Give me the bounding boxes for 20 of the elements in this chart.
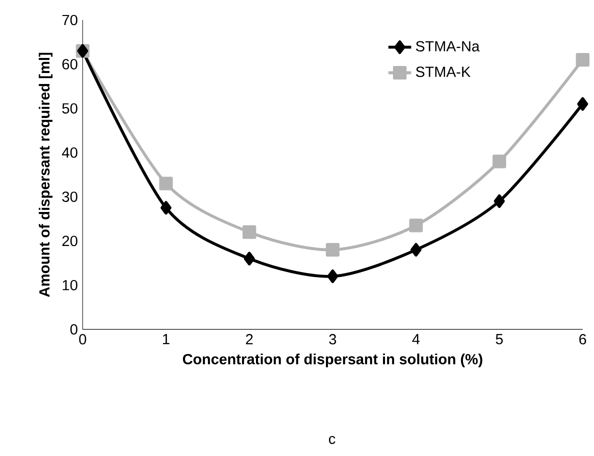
x-tick-label: 6	[579, 334, 586, 344]
x-tick-label: 2	[246, 334, 253, 344]
legend-label: STMA-Na	[416, 41, 480, 52]
y-axis-title: Amount of dispersant required [ml]	[38, 52, 52, 297]
y-tick-label: 10	[62, 280, 78, 290]
y-tick-label: 0	[70, 324, 78, 335]
x-tick-label: 5	[496, 334, 503, 344]
y-tick-label: 20	[62, 236, 78, 246]
y-tick-label: 50	[62, 103, 78, 114]
y-tick-label: 30	[62, 192, 78, 202]
y-tick-label: 60	[62, 59, 78, 70]
x-tick-label: 1	[163, 334, 170, 344]
y-tick-label: 40	[62, 147, 78, 158]
x-axis-title: Concentration of dispersant in solution (%)	[182, 354, 482, 368]
text: c	[328, 436, 336, 444]
y-tick-label: 70	[62, 14, 78, 26]
x-tick-label: 4	[412, 334, 420, 344]
legend-label: STMA-K	[416, 66, 471, 78]
x-tick-label: 3	[329, 334, 336, 344]
x-tick-label: 0	[79, 334, 86, 344]
